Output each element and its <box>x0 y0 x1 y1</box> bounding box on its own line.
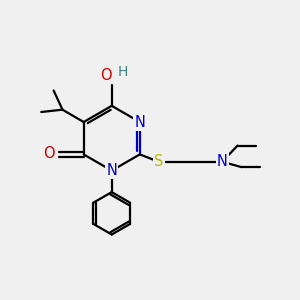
Text: N: N <box>217 154 228 169</box>
Text: N: N <box>134 115 145 130</box>
Text: O: O <box>44 146 55 161</box>
Text: H: H <box>118 65 128 79</box>
Text: S: S <box>154 154 164 169</box>
Text: N: N <box>106 163 117 178</box>
Text: O: O <box>100 68 112 83</box>
